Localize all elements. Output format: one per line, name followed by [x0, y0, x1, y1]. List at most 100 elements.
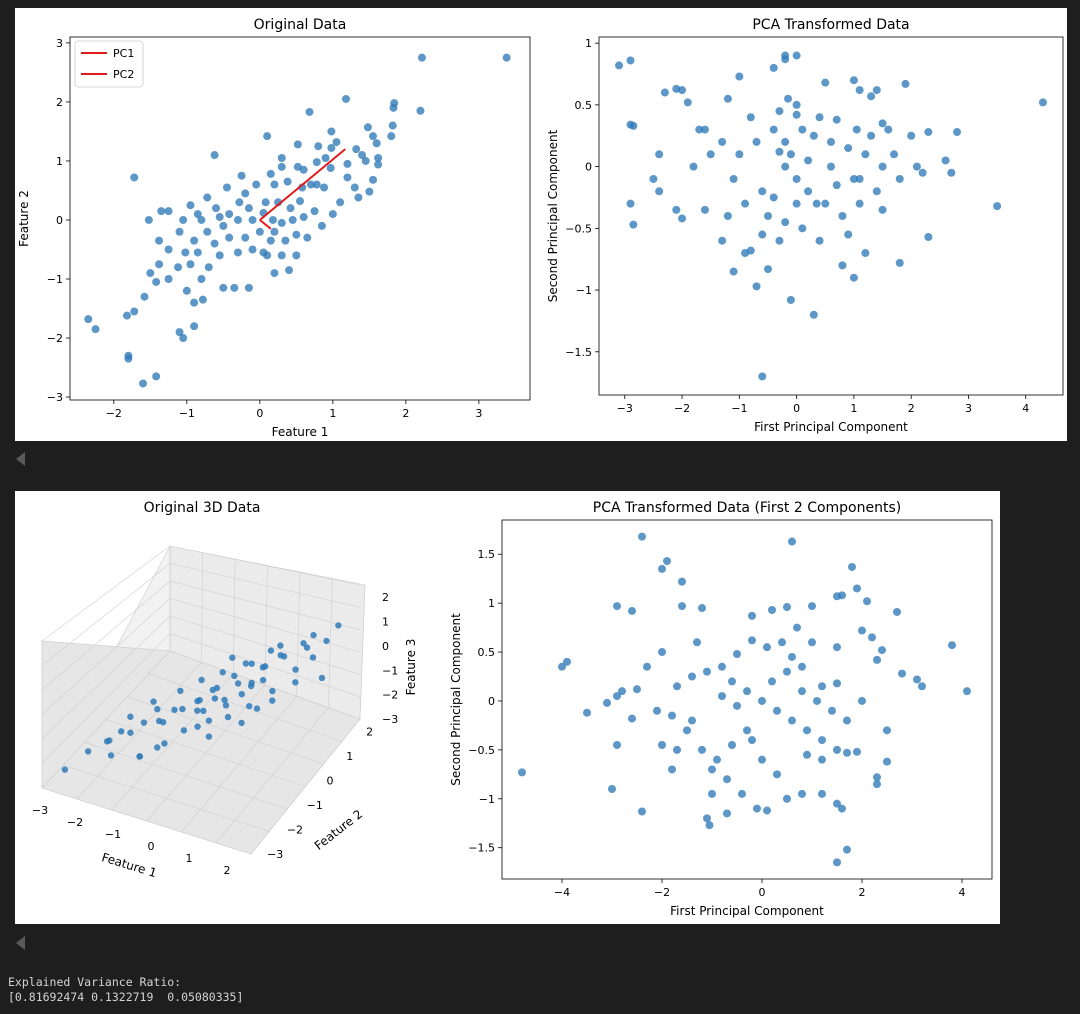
- data-point: [773, 770, 781, 779]
- data-point: [309, 654, 317, 661]
- data-point: [558, 662, 566, 671]
- data-point: [663, 557, 671, 566]
- data-point: [327, 143, 336, 152]
- data-point: [752, 137, 761, 146]
- data-point: [1038, 98, 1047, 107]
- data-point: [953, 128, 962, 137]
- data-point: [280, 653, 288, 660]
- data-point: [175, 227, 184, 236]
- data-point: [193, 248, 202, 257]
- data-point: [803, 750, 811, 759]
- data-point: [224, 713, 232, 721]
- data-point: [388, 121, 397, 130]
- data-point: [283, 177, 292, 186]
- data-point: [241, 233, 250, 242]
- data-point: [164, 275, 173, 283]
- data-point: [317, 221, 326, 230]
- data-point: [678, 214, 687, 223]
- data-point: [306, 180, 315, 189]
- figure-pca-2d: Original Data −2 −1 0 1 2 3 −3 −2 −1 0 1 2 3 Feature 1…: [15, 8, 1067, 441]
- data-point: [350, 183, 359, 192]
- data-point: [269, 697, 276, 704]
- data-point: [660, 88, 669, 97]
- data-point: [947, 168, 956, 177]
- y-tick-label: −0.5: [468, 744, 495, 757]
- data-point: [733, 650, 741, 659]
- data-point: [246, 702, 253, 710]
- data-point: [848, 562, 856, 571]
- data-point: [733, 701, 741, 710]
- data-point: [374, 154, 383, 162]
- data-point: [763, 212, 772, 220]
- collapse-arrow-icon[interactable]: [16, 452, 25, 466]
- data-point: [872, 187, 881, 196]
- data-point: [838, 591, 846, 600]
- y-tick-label: −1.5: [468, 842, 495, 855]
- data-point: [84, 315, 93, 324]
- data-point: [267, 647, 275, 654]
- data-point: [354, 193, 363, 202]
- grid-line: [41, 598, 171, 715]
- data-point: [763, 806, 771, 815]
- data-point: [748, 636, 756, 645]
- data-point: [723, 775, 731, 784]
- data-point: [783, 794, 791, 803]
- data-point: [718, 692, 726, 701]
- data-point: [144, 215, 153, 224]
- data-point: [708, 765, 716, 774]
- data-point: [286, 204, 295, 213]
- data-point: [292, 251, 301, 260]
- data-point: [873, 780, 881, 789]
- data-point: [898, 669, 906, 678]
- data-point: [723, 809, 731, 818]
- data-point: [212, 204, 221, 213]
- data-point: [292, 230, 301, 239]
- data-point: [738, 789, 746, 798]
- data-point: [683, 726, 691, 735]
- data-point: [788, 652, 796, 661]
- data-point: [140, 292, 149, 301]
- collapse-arrow-icon[interactable]: [16, 936, 25, 950]
- data-point: [225, 233, 234, 242]
- data-point: [182, 286, 191, 295]
- subplot-original-data: Original Data −2 −1 0 1 2 3 −3 −2 −1 0 1 2 3 Feature 1…: [17, 17, 531, 439]
- data-point: [305, 107, 314, 116]
- data-point: [205, 717, 213, 724]
- data-point: [629, 220, 638, 229]
- x-tick-label: 1: [850, 402, 857, 415]
- data-point: [269, 687, 276, 695]
- data-point: [798, 224, 807, 233]
- y-tick-label: −2: [287, 823, 303, 836]
- output-line-2: [0.81692474 0.1322719 0.05080335]: [8, 990, 244, 1004]
- data-point: [924, 232, 933, 241]
- data-point: [219, 669, 226, 676]
- data-point: [277, 154, 286, 162]
- data-point: [203, 227, 212, 236]
- data-point: [741, 199, 750, 208]
- data-point: [798, 125, 807, 134]
- data-point: [863, 597, 871, 606]
- data-point: [259, 664, 267, 671]
- data-point: [735, 72, 744, 81]
- data-point: [222, 702, 230, 709]
- data-point: [124, 354, 133, 363]
- data-point: [186, 201, 195, 210]
- data-point: [235, 198, 244, 207]
- data-point: [261, 198, 270, 207]
- y-tick-label: 1: [56, 155, 63, 168]
- data-point: [314, 142, 323, 151]
- data-point: [803, 726, 811, 735]
- data-point: [219, 221, 228, 230]
- data-point: [259, 676, 267, 684]
- pc-vector-line: [259, 148, 346, 221]
- data-point: [878, 119, 887, 128]
- data-point: [861, 249, 870, 258]
- grid-line: [296, 571, 301, 697]
- data-point: [518, 768, 526, 777]
- data-point: [792, 100, 801, 109]
- x-tick-label: 4: [959, 886, 966, 899]
- y-tick-label: 1: [346, 750, 353, 763]
- data-point: [678, 602, 686, 611]
- data-point: [638, 807, 646, 816]
- y-tick-label: −1: [307, 799, 323, 812]
